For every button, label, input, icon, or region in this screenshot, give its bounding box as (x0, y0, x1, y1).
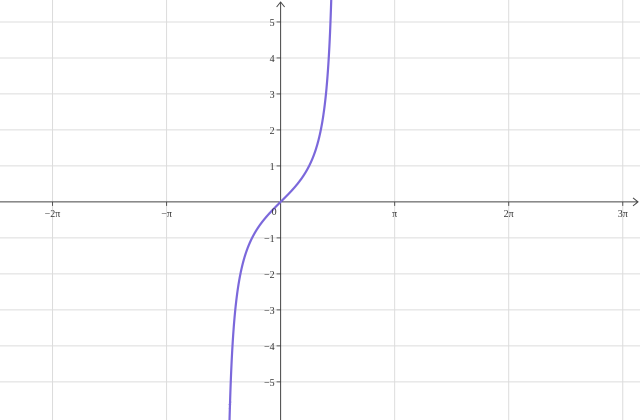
curves (228, 0, 333, 420)
x-tick-label: π (392, 209, 397, 220)
y-tick-label: −2 (264, 270, 275, 281)
y-tick-label: −4 (264, 342, 275, 353)
x-tick-label: 2π (504, 209, 514, 220)
series-line-f (228, 0, 333, 420)
x-tick-label: −2π (45, 209, 61, 220)
x-tick-label: −π (161, 209, 172, 220)
y-tick-label: 2 (270, 126, 275, 137)
x-tick-label: 3π (618, 209, 628, 220)
y-axis-arrow-icon (276, 1, 286, 8)
x-axis-arrow-icon (632, 197, 639, 207)
y-tick-label: −5 (264, 378, 275, 389)
tick-labels: −2π −π π 2π 3π −5 −4 −3 −2 −1 1 2 3 4 5 (45, 18, 628, 389)
y-tick-label: 4 (270, 54, 275, 65)
origin-label: 0 (272, 207, 277, 218)
y-tick-label: 5 (270, 18, 275, 29)
y-tick-label: 3 (270, 90, 275, 101)
y-tick-label: −1 (264, 234, 275, 245)
series-label-f: f (228, 401, 232, 412)
y-tick-label: −3 (264, 306, 275, 317)
y-tick-label: 1 (270, 162, 275, 173)
